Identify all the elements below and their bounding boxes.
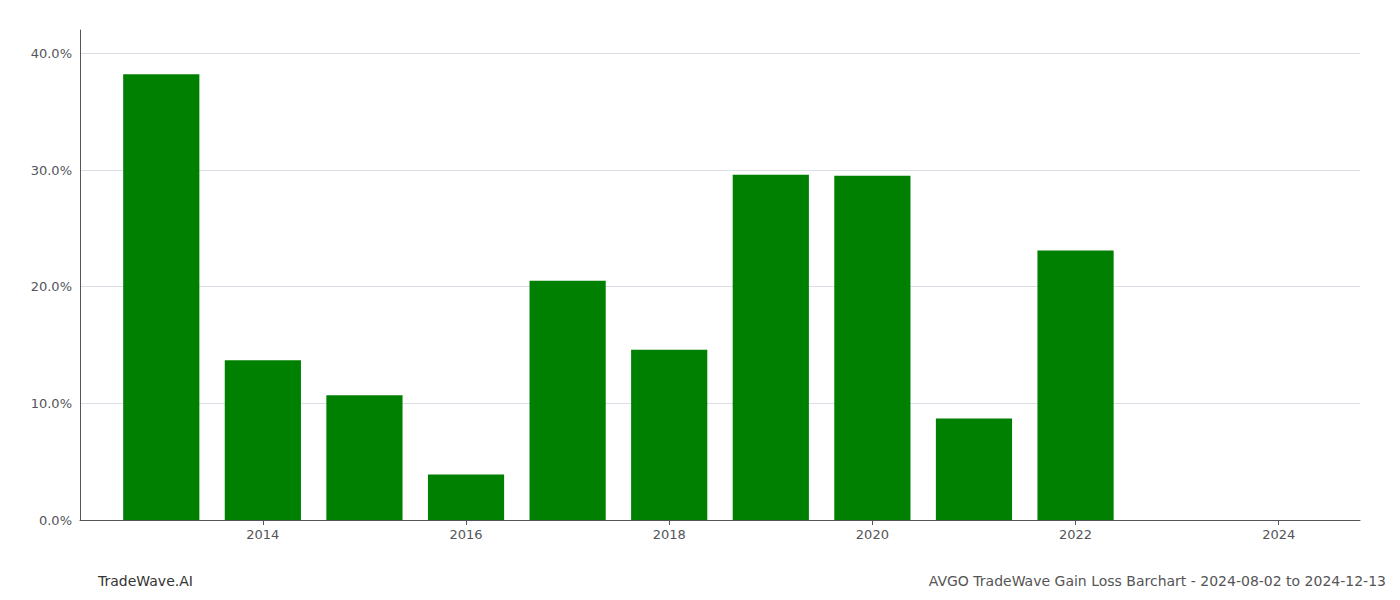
svg-text:2016: 2016 [449,527,482,542]
svg-text:10.0%: 10.0% [31,396,72,411]
svg-text:2024: 2024 [1262,527,1295,542]
svg-text:2022: 2022 [1059,527,1092,542]
svg-text:2018: 2018 [653,527,686,542]
svg-text:TradeWave.AI: TradeWave.AI [97,573,193,589]
svg-text:20.0%: 20.0% [31,279,72,294]
svg-text:40.0%: 40.0% [31,46,72,61]
svg-text:2014: 2014 [246,527,279,542]
svg-text:30.0%: 30.0% [31,163,72,178]
svg-text:2020: 2020 [856,527,889,542]
svg-text:AVGO TradeWave Gain Loss Barch: AVGO TradeWave Gain Loss Barchart - 2024… [929,573,1386,589]
svg-text:0.0%: 0.0% [39,513,72,528]
